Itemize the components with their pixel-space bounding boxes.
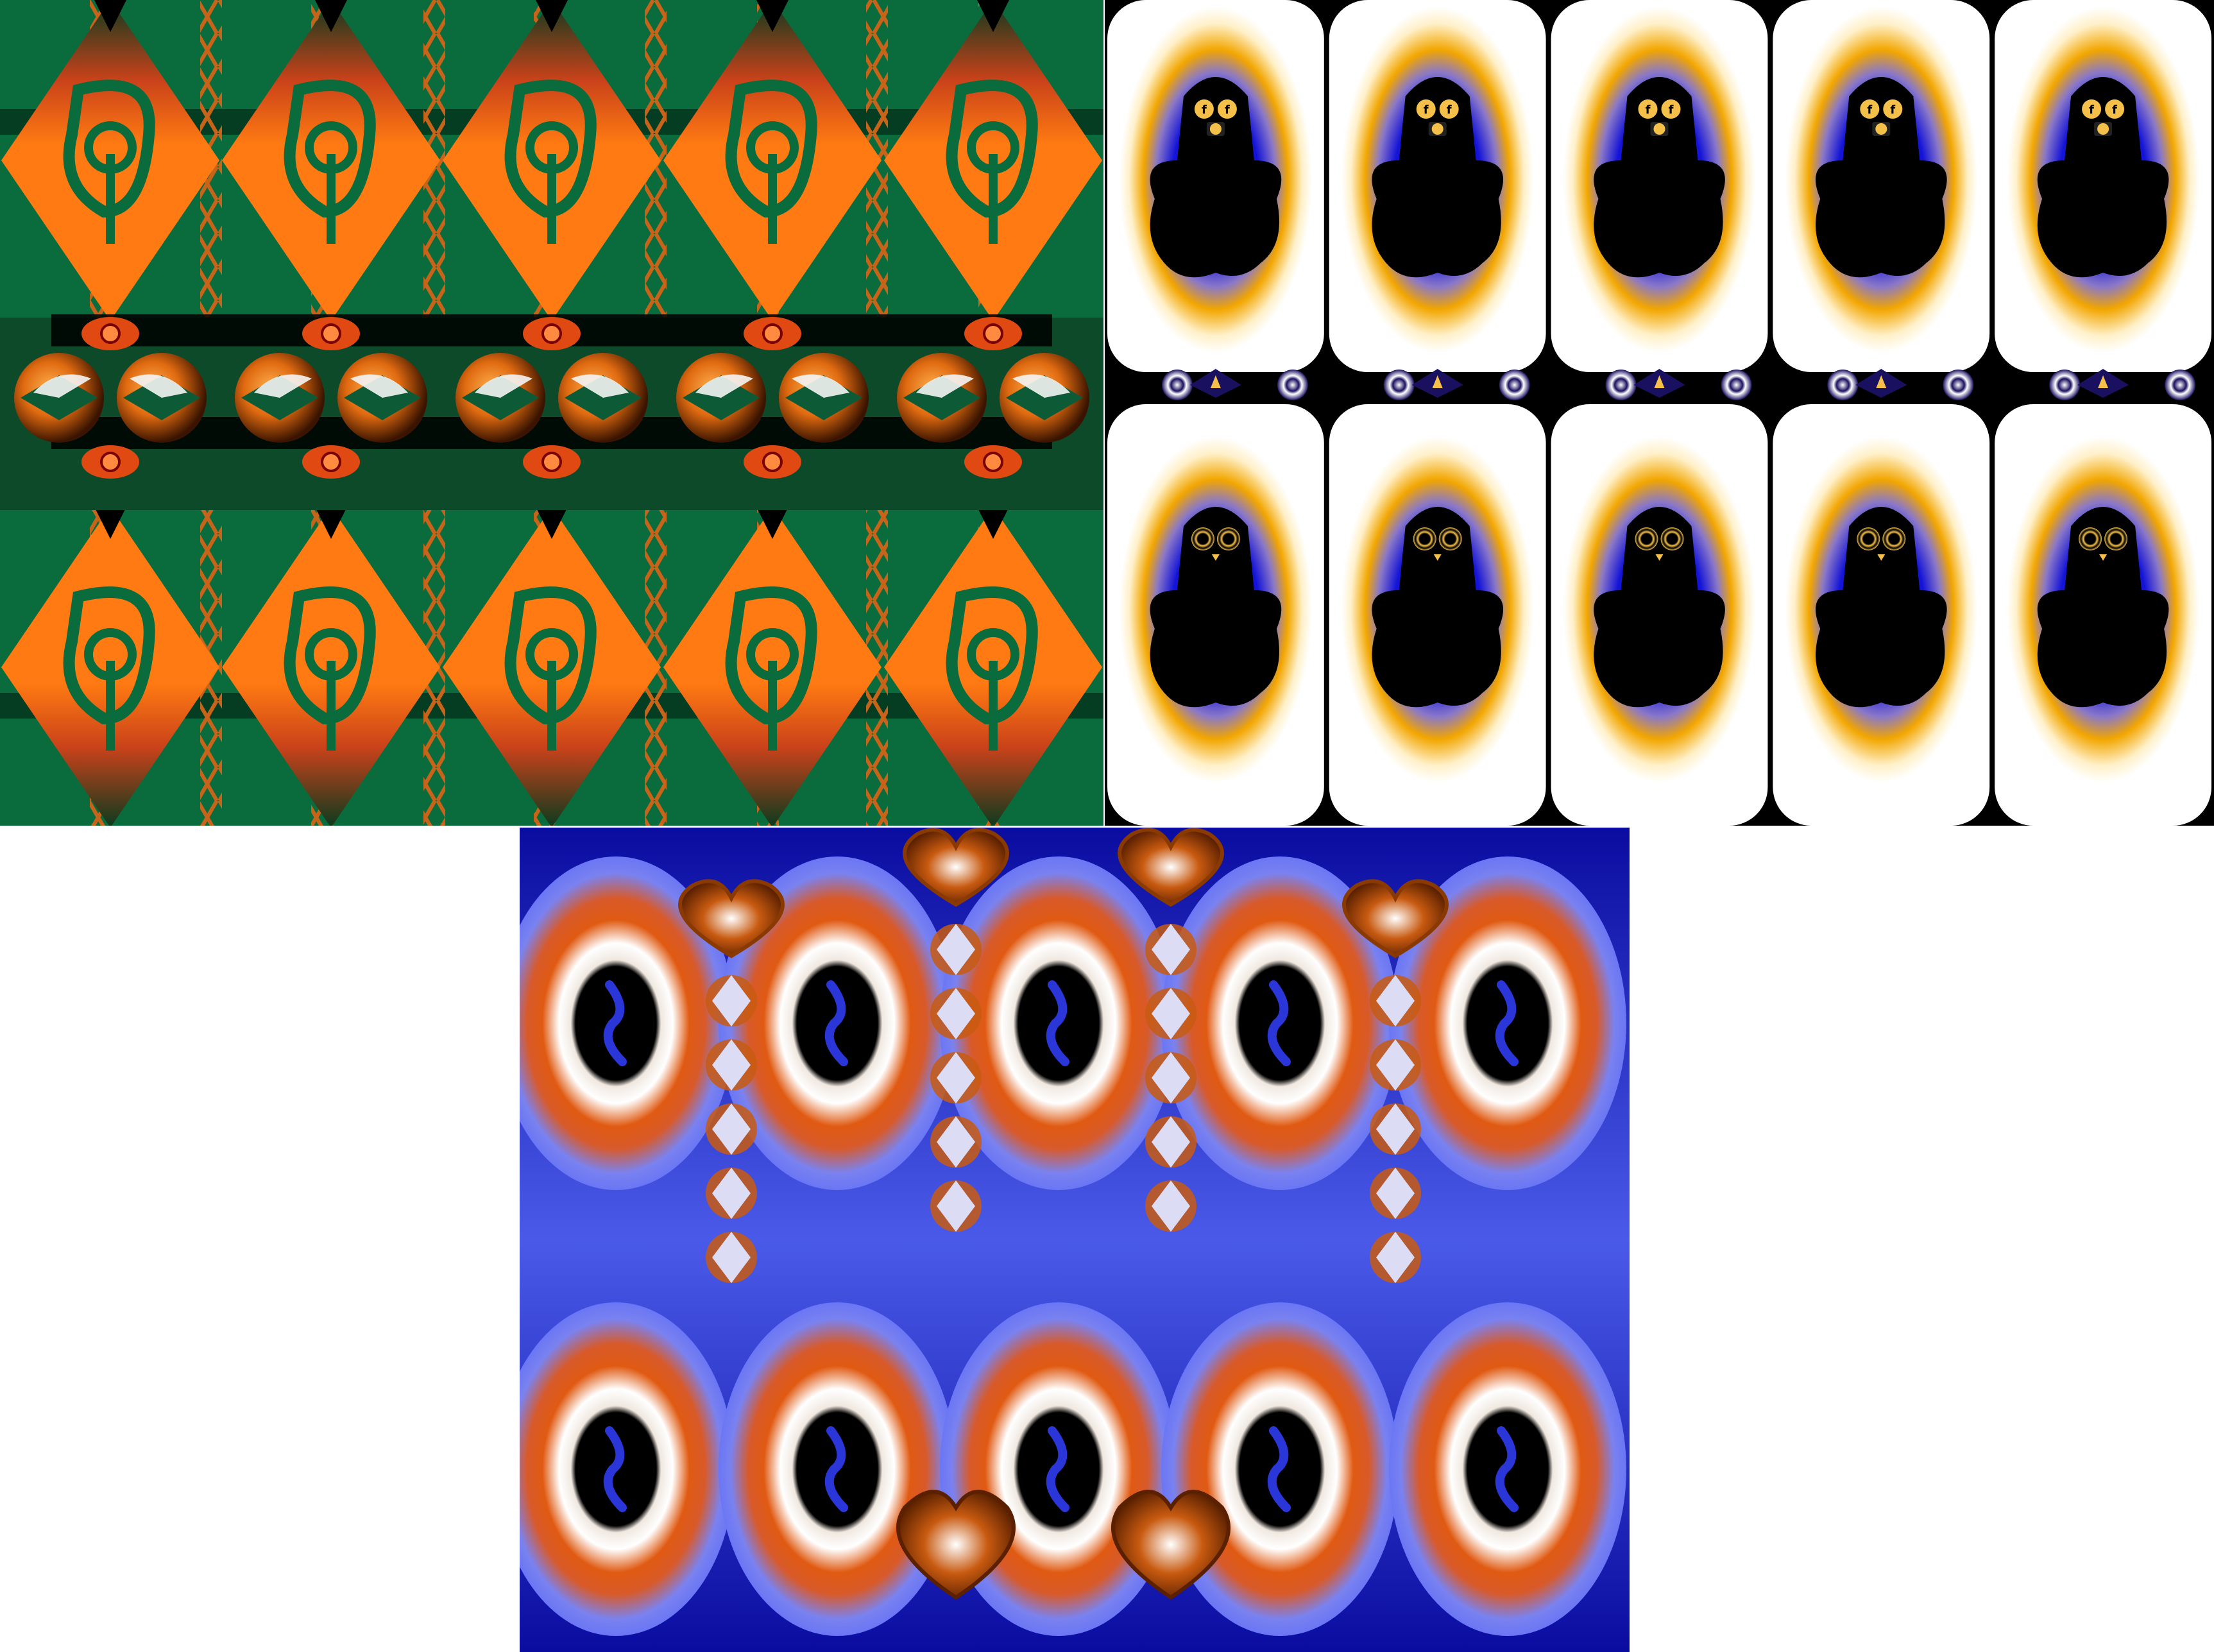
top-diamond-row [1,0,1102,321]
bubble-motif [1389,856,1626,1190]
orb-motif [14,353,104,443]
diamond-motif [884,0,1102,321]
orb-motif [456,353,545,443]
diamond-motif [663,0,881,321]
bubble-motif [719,856,956,1190]
ornament-column [1342,879,1449,1283]
ghost-card [1329,404,1546,826]
ornament-column [678,879,785,1283]
ghost-silhouette [1815,507,1947,708]
bubble-motif [1161,856,1399,1190]
bottom-diamond-row [1,507,1102,826]
bubble-motif [719,1302,956,1636]
orange-green-pattern [0,0,1103,826]
ghost-middle-ornaments [1161,369,2196,400]
spiral-ornament [1383,369,1530,400]
ghost-silhouette [2037,507,2169,708]
blue-orange-pattern [520,828,1630,1652]
rosette-motif [744,445,801,479]
diamond-motif [222,0,440,321]
ghost-silhouette [2037,77,2169,278]
diamond-motif [443,0,661,321]
orb-motif [897,353,987,443]
bubble-motif [1161,1302,1399,1636]
orb-motif [337,353,427,443]
rosette-motif [81,317,139,350]
spiral-ornament [1605,369,1752,400]
diamond-motif [663,507,881,826]
svg-text:f: f [1646,103,1651,117]
orange-green-pattern-panel [0,0,1103,826]
ornament-column [896,828,1016,1600]
svg-text:f: f [2112,103,2117,117]
ghost-card [1107,404,1324,826]
bubble-motif [520,856,735,1190]
orb-motif [235,353,325,443]
svg-text:f: f [2089,103,2094,117]
bubble-motif [940,1302,1177,1636]
ghost-silhouette [1594,77,1725,278]
orb-motif [558,353,648,443]
spiral-ornament [2049,369,2196,400]
svg-text:f: f [1867,103,1872,117]
rosette-motif [302,317,360,350]
ornament-column [1111,828,1230,1600]
svg-text:f: f [1225,103,1230,117]
rosette-motif [964,445,1022,479]
orb-motif [1000,353,1089,443]
rosette-motif [523,445,581,479]
diamond-motif [222,507,440,826]
svg-text:f: f [1424,103,1429,117]
ghost-silhouette [1372,507,1504,708]
ghost-card [1551,404,1768,826]
spiral-ornament [1161,369,1308,400]
rosette-motif [523,317,581,350]
ghost-silhouette [1150,507,1282,708]
svg-text:f: f [1669,103,1674,117]
svg-text:f: f [1447,103,1452,117]
bubble-motif [1389,1302,1626,1636]
orb-motif [117,353,207,443]
blue-orange-pattern-panel [520,828,1630,1652]
diamond-motif [1,0,219,321]
middle-orb-row [14,317,1089,479]
orb-motif [779,353,869,443]
spiral-ornament [1827,369,1974,400]
rosette-motif [302,445,360,479]
ghost-silhouette [1372,77,1504,278]
rosette-motif [81,445,139,479]
diamond-motif [1,507,219,826]
ghost-silhouette [1594,507,1725,708]
svg-text:f: f [1202,103,1207,117]
rosette-motif [744,317,801,350]
bubble-motif [940,856,1177,1190]
diamond-motif [443,507,661,826]
bubble-motif [520,1302,735,1636]
diamond-motif [884,507,1102,826]
orb-motif [676,353,766,443]
ghost-silhouette [1815,77,1947,278]
ghost-card [1773,404,1990,826]
ghost-card [1995,404,2211,826]
ghost-silhouette [1150,77,1282,278]
ornament-columns [678,828,1449,1600]
rosette-motif [964,317,1022,350]
svg-text:f: f [1890,103,1895,117]
